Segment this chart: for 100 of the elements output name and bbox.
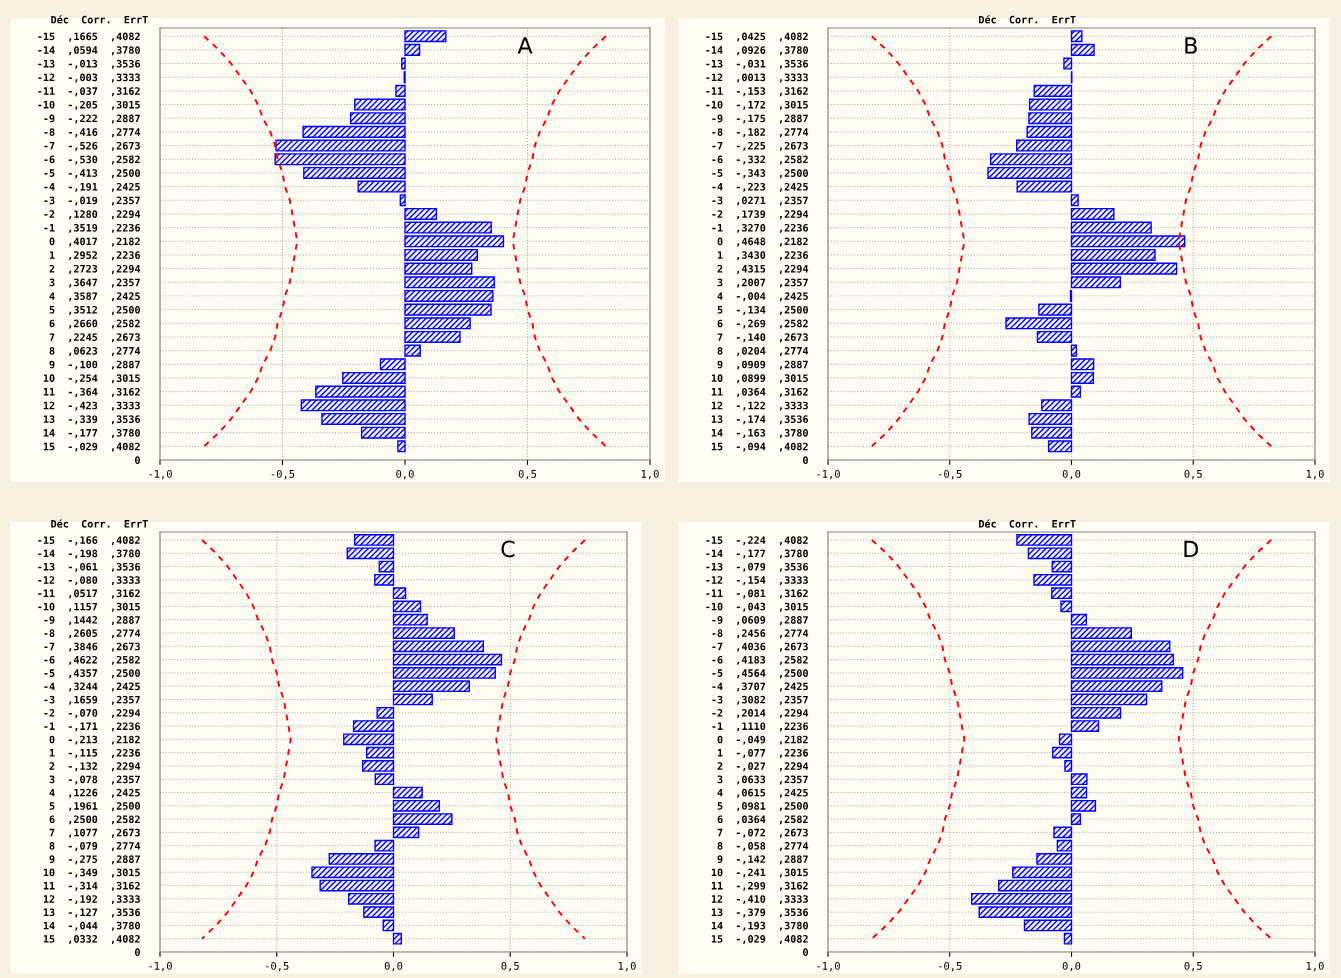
y-tick-label: 7 ,1077 ,2673 xyxy=(49,828,140,838)
chart-title: B xyxy=(1185,37,1197,54)
y-tick-label: 11 ,0364 ,3162 xyxy=(711,387,808,397)
y-tick-label: 4 -,004 ,2425 xyxy=(717,292,808,302)
bar xyxy=(1070,30,1083,43)
bar xyxy=(395,84,406,97)
y-tick-label: -10 -,205 ,3015 xyxy=(38,100,140,110)
y-tick-label: -1 ,3270 ,2236 xyxy=(712,223,809,233)
bar xyxy=(392,693,433,706)
y-tick-label: 10 -,349 ,3015 xyxy=(43,868,140,878)
y-tick-label: 8 ,0204 ,2774 xyxy=(717,346,809,356)
y-axis-title: Déc Corr. ErrT xyxy=(51,519,148,528)
y-tick-label: -8 ,2456 ,2774 xyxy=(712,629,809,639)
y-tick-label: -4 ,3707 ,2425 xyxy=(712,682,808,692)
y-tick-label: 0 xyxy=(135,456,140,464)
y-tick-label: 9 -,275 ,2887 xyxy=(49,855,140,865)
bar xyxy=(382,919,395,932)
bar xyxy=(404,330,461,343)
bar xyxy=(342,371,406,385)
y-tick-label: 0 xyxy=(803,948,808,956)
y-tick-label: 5 -,134 ,2500 xyxy=(717,305,808,315)
x-tick-label: 0,5 xyxy=(518,469,537,480)
y-tick-label: -2 -,070 ,2294 xyxy=(44,709,141,719)
bar xyxy=(404,207,438,220)
y-tick-label: -11 -,037 ,3162 xyxy=(38,87,140,97)
bar xyxy=(1026,125,1073,138)
y-tick-label: 1 ,3430 ,2236 xyxy=(717,251,809,261)
y-tick-label: 6 ,2500 ,2582 xyxy=(49,815,140,825)
y-tick-label: 0 -,213 ,2182 xyxy=(49,735,140,745)
y-tick-label: 13 -,379 ,3536 xyxy=(711,908,809,918)
y-tick-label: -7 ,3846 ,2673 xyxy=(44,642,140,652)
y-tick-label: -12 ,0013 ,3333 xyxy=(706,73,808,83)
y-tick-label: -12 -,154 ,3333 xyxy=(706,576,808,586)
y-tick-label: -13 -,031 ,3536 xyxy=(706,59,809,69)
y-tick-label: 11 -,364 ,3162 xyxy=(43,387,140,397)
y-tick-label: 5 ,3512 ,2500 xyxy=(49,305,140,315)
y-tick-label: -9 -,175 ,2887 xyxy=(712,114,808,124)
y-tick-label: -6 -,332 ,2582 xyxy=(712,155,808,165)
y-tick-label: 6 -,269 ,2582 xyxy=(717,319,808,329)
bar xyxy=(392,826,420,839)
y-tick-label: 5 ,1961 ,2500 xyxy=(49,802,140,812)
y-tick-label: -14 ,0926 ,3780 xyxy=(706,46,808,56)
bar xyxy=(404,30,447,43)
y-tick-label: -4 -,223 ,2425 xyxy=(712,182,808,192)
bar xyxy=(987,166,1073,179)
y-tick-label: 1 -,115 ,2236 xyxy=(49,748,141,758)
y-tick-label: -5 ,4564 ,2500 xyxy=(712,669,808,679)
y-tick-label: -3 ,0271 ,2357 xyxy=(712,196,808,206)
y-tick-label: -4 -,191 ,2425 xyxy=(44,182,140,192)
bar xyxy=(404,289,494,302)
y-tick-label: 13 -,174 ,3536 xyxy=(711,415,809,425)
y-tick-label: -15 ,0425 ,4082 xyxy=(706,32,808,42)
y-tick-label: 11 -,299 ,3162 xyxy=(711,881,808,891)
bar xyxy=(1053,826,1073,839)
bar xyxy=(1070,693,1148,706)
y-tick-label: -14 -,198 ,3780 xyxy=(38,549,140,559)
x-tick-label: 0,5 xyxy=(1184,961,1202,972)
y-tick-label: 12 -,192 ,3333 xyxy=(43,895,140,905)
bar xyxy=(321,412,406,426)
y-tick-label: 4 ,0615 ,2425 xyxy=(717,788,808,798)
y-tick-label: 6 ,0364 ,2582 xyxy=(717,815,808,825)
x-tick-label: 0,5 xyxy=(501,961,519,972)
bar xyxy=(378,560,395,573)
y-tick-label: -8 ,2605 ,2774 xyxy=(44,629,141,639)
bar xyxy=(392,600,422,613)
chart-title: C xyxy=(501,540,515,558)
y-tick-label: 3 -,078 ,2357 xyxy=(49,775,140,785)
x-tick-label: -0,5 xyxy=(266,961,289,972)
bar xyxy=(1036,330,1073,343)
bar xyxy=(1070,207,1115,220)
y-tick-label: 8 -,058 ,2774 xyxy=(717,842,809,851)
y-tick-label: 0 ,4648 ,2182 xyxy=(717,237,808,247)
y-tick-label: -10 -,172 ,3015 xyxy=(706,100,808,110)
bar xyxy=(1051,560,1073,573)
y-tick-label: 0 xyxy=(803,456,808,464)
y-tick-label: -11 -,081 ,3162 xyxy=(706,589,808,599)
y-tick-label: 0 ,4017 ,2182 xyxy=(49,237,140,247)
y-tick-label: 14 -,163 ,3780 xyxy=(711,428,808,438)
x-tick-label: 1,0 xyxy=(618,961,636,972)
y-tick-label: -3 ,1659 ,2357 xyxy=(44,695,140,705)
y-tick-label: 2 -,132 ,2294 xyxy=(49,762,141,772)
y-tick-label: 14 -,177 ,3780 xyxy=(43,428,140,438)
bar xyxy=(303,166,406,179)
y-tick-label: -15 ,1665 ,4082 xyxy=(38,32,140,42)
bar xyxy=(302,125,406,138)
y-tick-label: -6 ,4622 ,2582 xyxy=(44,655,140,665)
x-tick-label: -1,0 xyxy=(149,961,172,972)
chart-title: A xyxy=(517,37,533,54)
y-tick-label: -5 ,4357 ,2500 xyxy=(44,669,140,679)
y-tick-label: -13 -,061 ,3536 xyxy=(38,562,141,572)
y-tick-label: -14 ,0594 ,3780 xyxy=(38,46,140,56)
y-tick-label: -2 ,1739 ,2294 xyxy=(712,210,809,220)
y-axis-title: Déc Corr. ErrT xyxy=(979,519,1076,528)
y-tick-label: -2 ,1280 ,2294 xyxy=(44,210,141,220)
y-tick-label: -12 -,080 ,3333 xyxy=(38,576,140,586)
chart-title: D xyxy=(1184,540,1199,558)
y-tick-label: 13 -,127 ,3536 xyxy=(43,908,141,918)
x-tick-label: 1,0 xyxy=(1306,469,1324,480)
y-tick-label: 15 -,029 ,4082 xyxy=(43,442,140,452)
y-tick-label: -2 ,2014 ,2294 xyxy=(712,709,809,719)
